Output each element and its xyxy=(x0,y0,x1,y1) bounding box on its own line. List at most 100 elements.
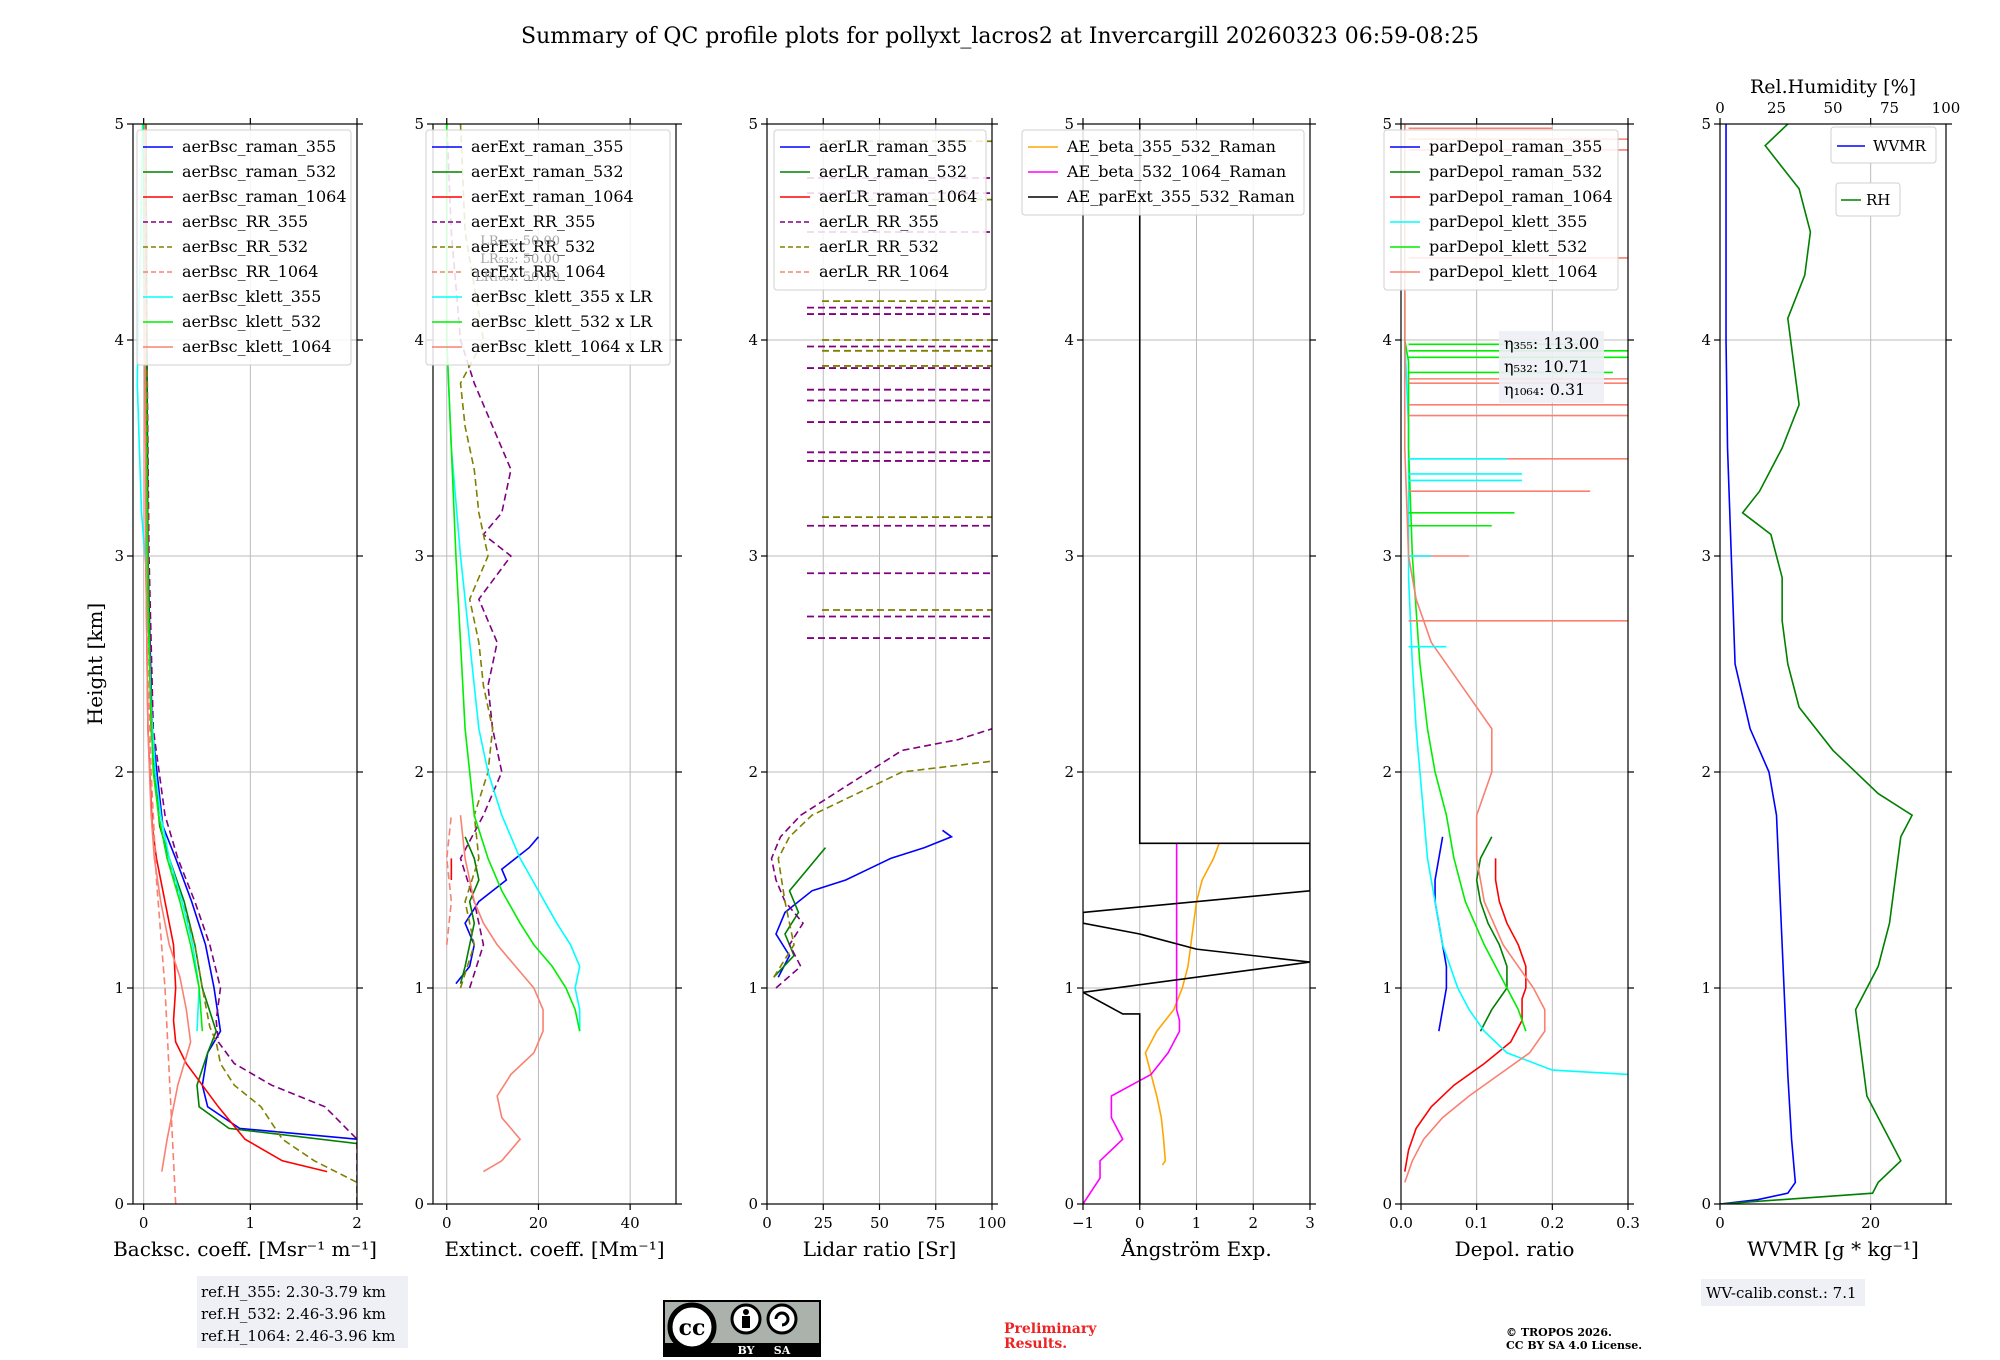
legend-label-bsc: aerBsc_RR_1064 xyxy=(182,262,318,281)
series-group-ae xyxy=(1083,124,1310,1204)
legend-label-bsc: aerBsc_raman_355 xyxy=(182,137,336,156)
legend-label-bsc: aerBsc_raman_532 xyxy=(182,162,336,181)
y-tick-label-lr: 5 xyxy=(748,115,758,133)
legend-label-ext: aerBsc_klett_532 x LR xyxy=(471,312,653,331)
y-tick-label-depol: 3 xyxy=(1382,547,1392,565)
legend-depol: parDepol_raman_355 parDepol_raman_532 parD… xyxy=(1383,129,1619,291)
series-line-aerlr-rr-355 xyxy=(770,728,992,989)
rh-legend-box xyxy=(1835,182,1901,217)
legend-label-ext: aerBsc_klett_355 x LR xyxy=(471,287,653,306)
legend-ae: AE_beta_355_532_Raman AE_beta_532_1064_Ra… xyxy=(1021,129,1305,216)
y-tick-label-wv: 0 xyxy=(1701,1195,1711,1213)
cc-license-badge: cc BY SA xyxy=(663,1300,821,1357)
x-top-tick-label-wv: 0 xyxy=(1715,99,1725,117)
y-tick-label-depol: 1 xyxy=(1382,979,1392,997)
x-tick-label-bsc: 0 xyxy=(139,1214,149,1232)
x-tick-label-ext: 0 xyxy=(442,1214,452,1232)
y-tick-label-wv: 4 xyxy=(1701,331,1711,349)
x-axis-label-ext: Extinct. coeff. [Mm⁻¹] xyxy=(444,1237,664,1261)
y-tick-label-bsc: 3 xyxy=(114,547,124,565)
figure-title: Summary of QC profile plots for pollyxt_… xyxy=(521,24,1479,49)
x-tick-label-lr: 50 xyxy=(870,1214,889,1232)
series-line-aerext-rr-532 xyxy=(459,124,494,989)
legend-label-bsc: aerBsc_raman_1064 xyxy=(182,187,347,206)
y-tick-label-wv: 1 xyxy=(1701,979,1711,997)
series-line-wvmr xyxy=(1720,124,1797,1204)
panel-bsc: 0 1 2 0 1 2 3 4 5 Backsc. coeff. [Msr⁻¹ m⁻¹] Heigh… xyxy=(83,115,377,1261)
eta-annotation: η₃₅₅: 113.00 xyxy=(1504,334,1599,353)
series-line-aerext-raman-532 xyxy=(459,836,480,984)
legend-label-ext: aerExt_raman_355 xyxy=(471,137,624,156)
x-axis-label-depol: Depol. ratio xyxy=(1455,1237,1575,1261)
legend-label-lr: aerLR_raman_355 xyxy=(819,137,967,156)
series-line-pardepol-raman-1064 xyxy=(1403,858,1527,1172)
x-axis-label-wv: WVMR [g * kg⁻¹] xyxy=(1747,1237,1919,1261)
series-line-aerbsc-klett-1064 xyxy=(143,124,192,1172)
legend-label-depol: parDepol_klett_1064 xyxy=(1429,262,1598,281)
y-tick-label-ae: 2 xyxy=(1064,763,1074,781)
y-tick-label-ae: 0 xyxy=(1064,1195,1074,1213)
wv-calib-text: WV-calib.const.: 7.1 xyxy=(1706,1284,1857,1302)
y-tick-label-wv: 3 xyxy=(1701,547,1711,565)
series-group-bsc xyxy=(136,124,357,1204)
wv-legend-box xyxy=(1830,126,1937,164)
legend-label-bsc: aerBsc_RR_532 xyxy=(182,237,308,256)
eta-annotation-box xyxy=(1499,331,1604,403)
panel-lr: 0 25 50 75 100 0 1 2 3 4 5 Lidar ratio [Sr] aerLR_ra… xyxy=(748,115,1006,1261)
copyright-line-1: © TROPOS 2026. xyxy=(1506,1326,1612,1339)
preliminary-line-2: Results. xyxy=(1004,1336,1067,1352)
y-tick-label-depol: 5 xyxy=(1382,115,1392,133)
x-axis-label-bsc: Backsc. coeff. [Msr⁻¹ m⁻¹] xyxy=(113,1237,377,1261)
x-top-tick-label-wv: 100 xyxy=(1932,99,1961,117)
y-tick-label-ext: 3 xyxy=(414,547,424,565)
series-line-aerbsc-rr-355 xyxy=(145,124,357,1204)
series-line-aerlr-raman-355 xyxy=(775,829,954,978)
x-tick-label-lr: 75 xyxy=(926,1214,945,1232)
x-tick-label-depol: 0.3 xyxy=(1616,1214,1640,1232)
panel-depol: 0.0 0.1 0.2 0.3 0 1 2 3 4 5 Depol. ratio parDepol_r… xyxy=(1382,115,1639,1261)
x-tick-label-bsc: 2 xyxy=(352,1214,362,1232)
legend-label-ae: AE_beta_532_1064_Raman xyxy=(1066,162,1286,181)
cc-text: cc xyxy=(679,1315,706,1341)
y-tick-label-ae: 4 xyxy=(1064,331,1074,349)
legend-label-ext: aerExt_RR_1064 xyxy=(471,262,606,281)
series-line-rh xyxy=(1720,124,1914,1204)
x-tick-label-ae: 0 xyxy=(1135,1214,1145,1232)
legend-box-bsc xyxy=(136,129,352,366)
preliminary-line-1: Preliminary xyxy=(1004,1321,1097,1337)
eta-annotation: η₅₃₂: 10.71 xyxy=(1504,357,1589,376)
series-line-ae-beta-355-532-raman xyxy=(1144,842,1220,1166)
x-tick-label-ae: 2 xyxy=(1248,1214,1258,1232)
y-tick-label-bsc: 1 xyxy=(114,979,124,997)
legend-label-lr: aerLR_raman_1064 xyxy=(819,187,977,206)
y-tick-label-bsc: 2 xyxy=(114,763,124,781)
y-tick-label-ext: 5 xyxy=(414,115,424,133)
x-top-tick-label-wv: 50 xyxy=(1823,99,1842,117)
y-tick-label-lr: 0 xyxy=(748,1195,758,1213)
ref-heights-box: ref.H_355: 2.30-3.79 km ref.H_532: 2.46-… xyxy=(197,1276,408,1348)
legend-label-depol: parDepol_raman_532 xyxy=(1429,162,1602,181)
y-tick-label-lr: 3 xyxy=(748,547,758,565)
y-tick-label-bsc: 4 xyxy=(114,331,124,349)
wv-legend-label: WVMR xyxy=(1873,137,1927,155)
legend-lr: aerLR_raman_355 aerLR_raman_532 aerLR_rama… xyxy=(773,129,987,291)
y-tick-label-lr: 2 xyxy=(748,763,758,781)
y-tick-label-depol: 4 xyxy=(1382,331,1392,349)
legend-label-lr: aerLR_RR_1064 xyxy=(819,262,949,281)
y-tick-label-depol: 2 xyxy=(1382,763,1392,781)
x-tick-label-depol: 0.2 xyxy=(1540,1214,1564,1232)
y-tick-label-bsc: 0 xyxy=(114,1195,124,1213)
x-axis-label-lr: Lidar ratio [Sr] xyxy=(803,1237,957,1261)
legend-label-depol: parDepol_klett_355 xyxy=(1429,212,1587,231)
legend-box-lr xyxy=(773,129,987,291)
x-axis-label-ae: Ångström Exp. xyxy=(1120,1236,1271,1261)
x-tick-label-ext: 40 xyxy=(621,1214,640,1232)
legend-ext: aerExt_raman_355 aerExt_raman_532 aerExt_r… xyxy=(425,129,671,366)
x-tick-label-ae: 1 xyxy=(1192,1214,1202,1232)
x-tick-label-wv: 0 xyxy=(1715,1214,1725,1232)
ref-height-532: ref.H_532: 2.46-3.96 km xyxy=(201,1305,386,1323)
y-tick-label-ext: 2 xyxy=(414,763,424,781)
legend-label-ext: aerBsc_klett_1064 x LR xyxy=(471,337,663,356)
